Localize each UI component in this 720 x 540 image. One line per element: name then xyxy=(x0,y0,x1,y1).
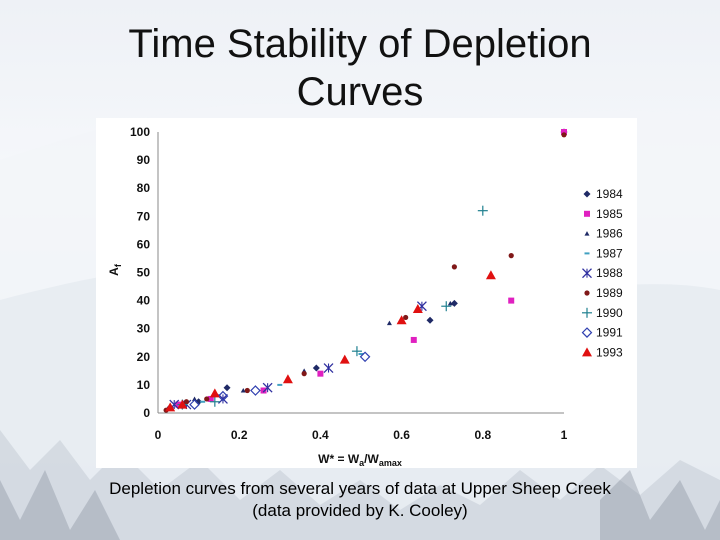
data-point-1989 xyxy=(403,314,409,321)
legend: 1984 1985 1986 1987 1988 1989 1990 1991 1993 xyxy=(581,187,623,359)
legend-label-1993: 1993 xyxy=(596,345,623,359)
data-point-1993 xyxy=(282,374,293,384)
data-point-1991 xyxy=(189,399,200,410)
x-tick-label: 0.6 xyxy=(393,428,410,442)
y-tick-labels: 0 10 20 30 40 50 60 70 80 90 100 xyxy=(130,125,150,420)
data-point-1988 xyxy=(323,363,334,373)
data-point-1989 xyxy=(244,387,250,394)
legend-label-1990: 1990 xyxy=(596,306,623,320)
data-point-1986 xyxy=(447,300,453,306)
data-point-1988 xyxy=(262,382,273,393)
data-point-1993 xyxy=(412,304,423,314)
legend-marker-1986 xyxy=(584,231,590,236)
data-point-1988 xyxy=(218,393,228,404)
x-tick-label: 0.8 xyxy=(474,428,491,442)
data-point-1989 xyxy=(561,132,567,138)
y-tick-label: 10 xyxy=(137,378,151,392)
y-tick-label: 80 xyxy=(137,181,151,195)
data-point-1985 xyxy=(561,129,567,135)
caption-line2: (data provided by K. Cooley) xyxy=(252,501,468,520)
data-point-1993 xyxy=(339,354,350,364)
data-point-1985 xyxy=(207,395,214,402)
slide-caption: Depletion curves from several years of d… xyxy=(40,478,680,522)
data-point-1990 xyxy=(351,346,362,357)
data-point-1984 xyxy=(223,384,231,392)
data-point-1986 xyxy=(192,396,198,401)
data-point-1993 xyxy=(177,399,188,409)
slide-title: Time Stability of Depletion Curves xyxy=(60,20,660,116)
legend-label-1986: 1986 xyxy=(596,227,623,241)
data-point-1986 xyxy=(386,320,392,326)
data-point-1989 xyxy=(301,371,307,377)
y-tick-label: 20 xyxy=(137,350,151,364)
data-point-1985 xyxy=(508,297,515,304)
legend-label-1991: 1991 xyxy=(596,326,623,340)
y-tick-label: 0 xyxy=(143,406,150,420)
x-tick-label: 1 xyxy=(561,428,568,442)
data-point-1986 xyxy=(240,388,246,393)
data-point-1989 xyxy=(183,399,190,405)
y-tick-label: 30 xyxy=(137,322,151,336)
x-tick-labels: 0 0.2 0.4 0.6 0.8 1 xyxy=(155,428,568,442)
x-axis-title: W* = Wa/Wamax xyxy=(318,452,402,468)
data-point-1989 xyxy=(508,253,514,259)
legend-marker-1993 xyxy=(582,347,592,357)
chart-panel: 0 0.2 0.4 0.6 0.8 1 0 10 20 30 40 50 60 70 80 90 100 19… xyxy=(96,118,637,468)
x-tick-label: 0.2 xyxy=(231,428,248,442)
data-point-1984 xyxy=(312,364,320,372)
legend-label-1989: 1989 xyxy=(596,286,623,300)
data-point-1989 xyxy=(204,396,210,402)
data-point-1991 xyxy=(250,385,261,396)
slide-title-line2: Curves xyxy=(296,70,424,114)
y-tick-label: 100 xyxy=(130,125,150,139)
data-point-1993 xyxy=(209,388,220,398)
y-axis-title: Af xyxy=(107,263,123,276)
data-point-1993 xyxy=(485,270,496,280)
data-point-1985 xyxy=(260,387,267,394)
data-point-1991 xyxy=(359,351,371,363)
y-tick-label: 40 xyxy=(137,294,151,308)
data-point-1984 xyxy=(195,398,203,406)
y-tick-label: 90 xyxy=(137,153,151,167)
legend-label-1987: 1987 xyxy=(596,246,623,260)
x-tick-label: 0.4 xyxy=(312,428,329,442)
legend-label-1985: 1985 xyxy=(596,207,623,221)
depletion-scatter-chart: 0 0.2 0.4 0.6 0.8 1 0 10 20 30 40 50 60 70 80 90 100 19… xyxy=(107,125,632,468)
y-tick-label: 70 xyxy=(137,209,151,223)
legend-marker-1985 xyxy=(584,210,590,217)
caption-line1: Depletion curves from several years of d… xyxy=(109,479,611,498)
data-point-1990 xyxy=(477,205,488,216)
data-point-1984 xyxy=(426,316,434,324)
data-point-1991 xyxy=(217,390,229,402)
data-point-1985 xyxy=(317,370,324,377)
slide-title-line1: Time Stability of Depletion xyxy=(128,22,592,66)
legend-marker-1990 xyxy=(582,307,592,318)
data-point-1990 xyxy=(209,396,220,407)
data-point-1985 xyxy=(410,336,417,343)
data-point-1993 xyxy=(396,315,407,325)
data-points xyxy=(163,128,568,413)
data-point-1993 xyxy=(165,402,176,412)
legend-label-1988: 1988 xyxy=(596,266,623,280)
legend-label-1984: 1984 xyxy=(596,187,623,201)
y-tick-label: 50 xyxy=(137,266,151,280)
data-point-1984 xyxy=(450,299,458,307)
y-tick-label: 60 xyxy=(137,237,151,251)
x-tick-label: 0 xyxy=(155,428,162,442)
legend-marker-1989 xyxy=(584,290,590,296)
data-point-1989 xyxy=(451,264,457,270)
legend-marker-1991 xyxy=(581,327,593,338)
data-point-1990 xyxy=(441,301,452,312)
legend-marker-1984 xyxy=(583,190,591,198)
legend-marker-1988 xyxy=(582,268,592,279)
